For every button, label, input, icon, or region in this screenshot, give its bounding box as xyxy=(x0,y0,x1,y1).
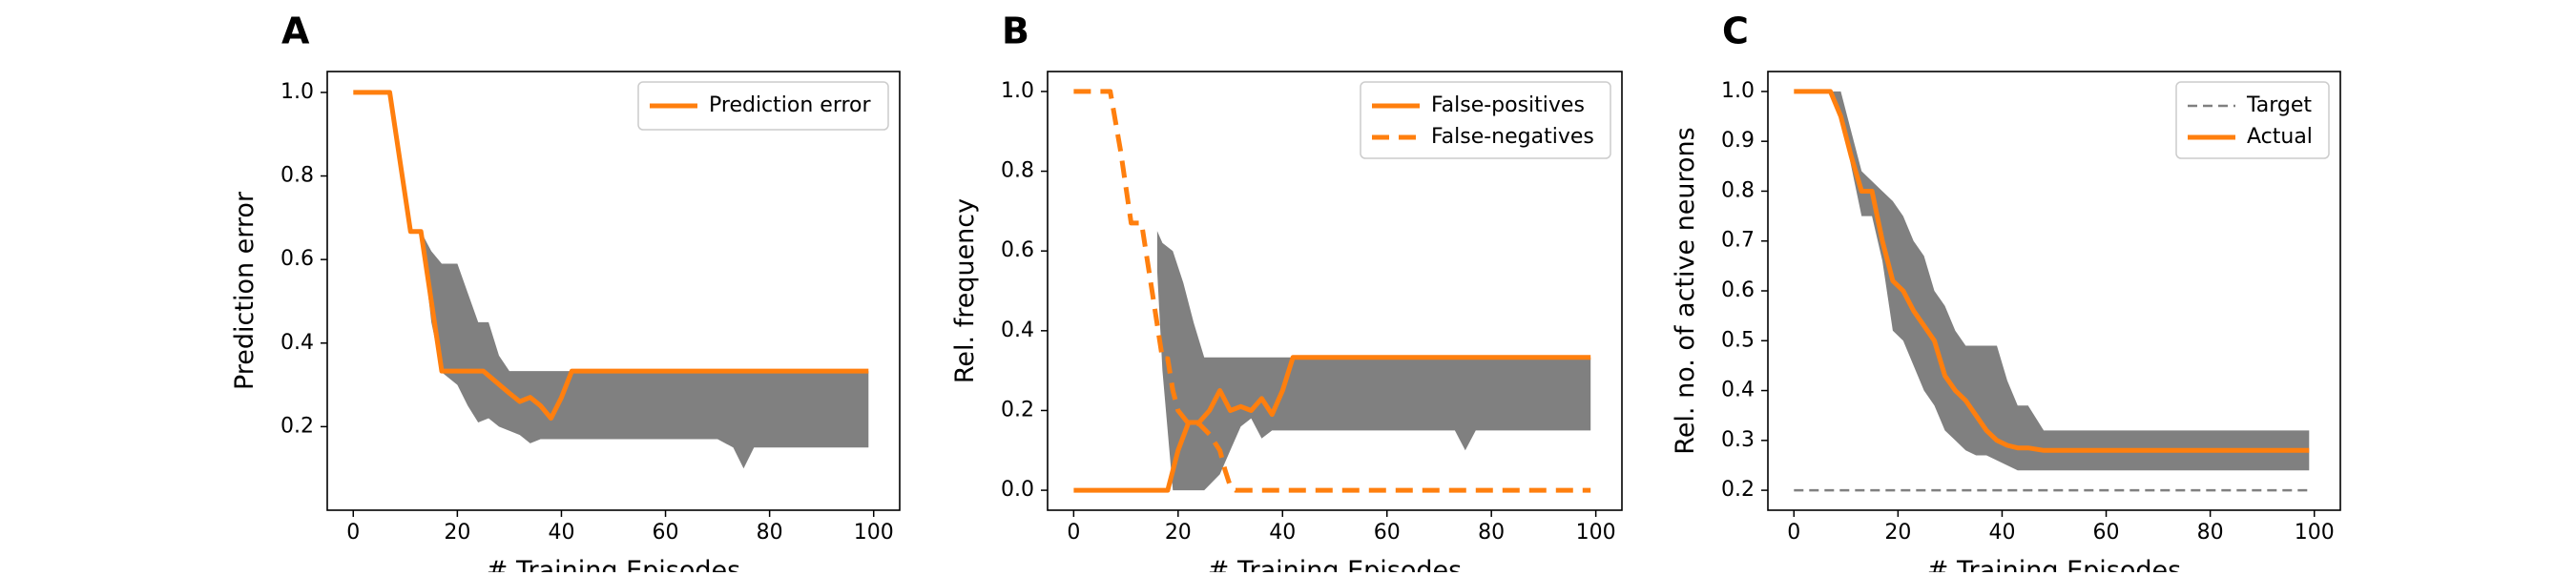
y-tick-label: 0.3 xyxy=(1721,428,1755,452)
x-tick-label: 20 xyxy=(1165,521,1192,545)
series-line-1 xyxy=(1073,89,1591,493)
y-tick-label: 1.0 xyxy=(1001,79,1034,103)
x-tick-label: 100 xyxy=(1576,521,1616,545)
x-axis-title: # Training Episodes xyxy=(1208,556,1462,572)
y-tick-label: 0.4 xyxy=(1001,319,1034,342)
legend: False-positives False-negatives xyxy=(1360,81,1611,159)
y-tick-label: 0.4 xyxy=(280,331,314,355)
y-tick-label: 1.0 xyxy=(280,80,314,104)
legend-box xyxy=(637,81,889,131)
axes-frame xyxy=(326,71,901,511)
x-tick-label: 0 xyxy=(346,521,360,545)
x-tick-label: 80 xyxy=(2197,521,2224,545)
y-tick-label: 0.9 xyxy=(1721,129,1755,153)
series-line-0 xyxy=(1073,355,1591,493)
plot-area xyxy=(353,90,869,469)
x-tick-label: 80 xyxy=(757,521,783,545)
y-axis-title: Rel. no. of active neurons xyxy=(1671,127,1700,454)
legend: Prediction error xyxy=(637,81,889,131)
chart-panel-b: B 0 20 40 60 80 100 0.0 0.2 0.4 0.6 0.8 1.0 # Trainin… xyxy=(950,10,1623,576)
series-line-1 xyxy=(1794,89,2310,453)
variability-band xyxy=(1830,91,2310,471)
y-tick-label: 0.2 xyxy=(1721,478,1755,502)
x-axis-title: # Training Episodes xyxy=(1927,556,2181,572)
panel-letter: B xyxy=(1002,10,1029,52)
x-tick-label: 60 xyxy=(2093,521,2120,545)
series-line-0 xyxy=(353,90,869,422)
y-tick-label: 0.6 xyxy=(1001,238,1034,262)
x-tick-label: 20 xyxy=(1884,521,1911,545)
x-tick-label: 0 xyxy=(1067,521,1080,545)
variability-band xyxy=(1156,231,1591,491)
y-tick-label: 0.5 xyxy=(1721,328,1755,352)
legend-label: False-positives xyxy=(1431,93,1585,117)
x-tick-label: 80 xyxy=(1478,521,1505,545)
x-tick-label: 60 xyxy=(1374,521,1401,545)
y-tick-label: 0.8 xyxy=(1001,159,1034,183)
panel-letter: C xyxy=(1722,10,1749,52)
y-tick-label: 0.4 xyxy=(1721,379,1755,402)
axes-frame xyxy=(1047,71,1623,511)
variability-band xyxy=(421,231,869,469)
x-tick-label: 100 xyxy=(2295,521,2335,545)
plot-area xyxy=(1794,89,2310,492)
x-tick-label: 40 xyxy=(1269,521,1296,545)
x-axis-title: # Training Episodes xyxy=(487,556,740,572)
legend-label: Actual xyxy=(2247,125,2313,149)
y-tick-label: 0.2 xyxy=(280,414,314,438)
y-tick-label: 0.2 xyxy=(1001,398,1034,422)
legend-label: False-negatives xyxy=(1431,125,1594,149)
legend-label: Target xyxy=(2246,93,2312,117)
x-tick-label: 20 xyxy=(444,521,470,545)
y-axis-title: Prediction error xyxy=(230,191,260,390)
chart-panel-c: C 0 20 40 60 80 100 0.2 0.3 0.4 0.5 0.6 0.7 0.8 0.9 1.0… xyxy=(1671,10,2341,576)
x-tick-label: 100 xyxy=(854,521,894,545)
y-tick-label: 0.7 xyxy=(1721,229,1755,253)
x-tick-label: 40 xyxy=(548,521,574,545)
x-tick-label: 0 xyxy=(1787,521,1800,545)
y-tick-label: 0.6 xyxy=(280,247,314,271)
y-tick-label: 0.8 xyxy=(280,164,314,188)
y-tick-label: 0.8 xyxy=(1721,178,1755,202)
plot-area xyxy=(1073,89,1591,493)
legend: Target Actual xyxy=(2175,81,2330,159)
chart-panel-a: A 0 20 40 60 80 100 0.2 0.4 0.6 0.8 1.0 # Training E… xyxy=(230,10,901,576)
y-tick-label: 0.6 xyxy=(1721,278,1755,302)
x-tick-label: 40 xyxy=(1988,521,2015,545)
y-axis-title: Rel. frequency xyxy=(950,198,980,383)
y-tick-label: 0.0 xyxy=(1001,478,1034,502)
panel-letter: A xyxy=(281,10,310,52)
y-tick-label: 1.0 xyxy=(1721,79,1755,103)
x-tick-label: 60 xyxy=(653,521,679,545)
legend-box xyxy=(1360,81,1611,159)
legend-label: Prediction error xyxy=(709,93,871,117)
